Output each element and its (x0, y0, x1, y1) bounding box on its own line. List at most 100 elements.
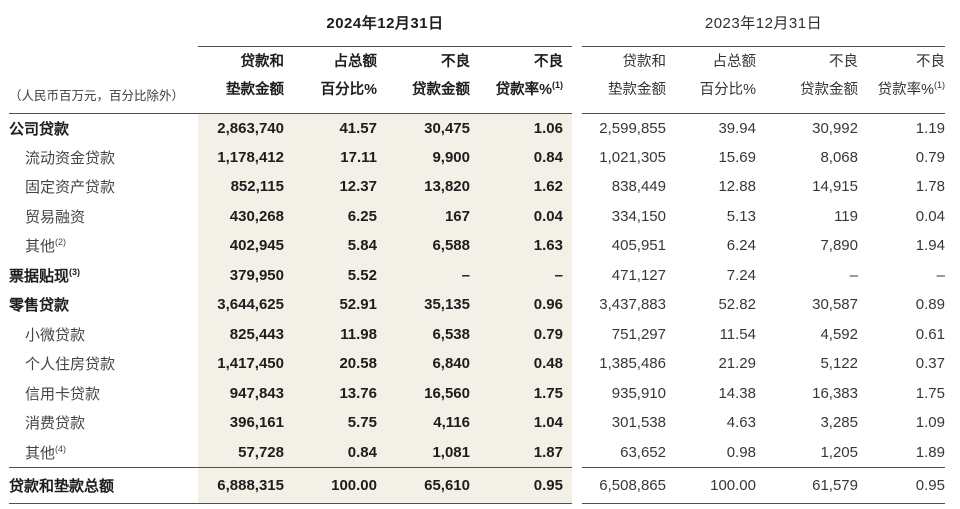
column-group-gap (572, 172, 582, 202)
column-group-gap (572, 467, 582, 503)
row-label: 其他(2) (25, 237, 67, 256)
column-header-line1: 贷款和 (622, 53, 667, 70)
cell-2023-pct-of-total: 4.63 (726, 414, 756, 432)
column-header-line1: 不良 (441, 53, 470, 70)
table-row: 公司贷款 2,863,740 41.57 30,475 1.06 2,599,855 39.… (9, 113, 945, 143)
table-total-row: 贷款和垫款总额 6,888,315 100.00 65,610 0.95 6,508,86… (9, 466, 945, 504)
cell-2024-loans-amount: 1,178,412 (198, 142, 284, 172)
cell-2023-npl-amount: 14,915 (812, 178, 858, 196)
column-group-gap (572, 320, 582, 350)
cell-2024-npl-amount: 6,588 (377, 231, 470, 261)
column-header-2023-npl-amount: 不良 贷款金额 (756, 46, 858, 114)
row-label: 消费贷款 (25, 415, 86, 433)
column-header-line2: 贷款金额 (412, 81, 470, 98)
cell-2024-pct-of-total: 41.57 (284, 113, 377, 143)
column-header-line2: 百分比% (320, 81, 377, 98)
column-group-gap (572, 290, 582, 320)
cell-2024-npl-ratio: 0.48 (470, 349, 572, 379)
cell-2023-npl-ratio: 1.89 (915, 443, 945, 461)
column-header-2023-npl-ratio: 不良 贷款率%(1) (858, 46, 945, 114)
cell-2023-npl-ratio: – (936, 266, 945, 284)
table-row: 贸易融资 430,268 6.25 167 0.04 334,150 5.13 119 0.04 (9, 201, 945, 232)
cell-2024-npl-amount: 13,820 (377, 172, 470, 202)
cell-2023-npl-ratio: 0.37 (915, 355, 945, 373)
cell-2023-npl-ratio: 1.94 (915, 237, 945, 255)
cell-2024-npl-ratio: 0.84 (470, 142, 572, 172)
table-row: 个人住房贷款 1,417,450 20.58 6,840 0.48 1,385,486 21… (9, 349, 945, 379)
cell-2023-npl-amount: 4,592 (820, 325, 858, 343)
cell-2023-npl-ratio: 1.75 (915, 384, 945, 402)
cell-2024-npl-amount: 35,135 (377, 290, 470, 320)
cell-2024-loans-amount: 396,161 (198, 408, 284, 438)
year-row-spacer (9, 0, 198, 46)
cell-2024-pct-of-total: 13.76 (284, 378, 377, 408)
column-header-line1: 贷款和 (240, 53, 285, 70)
cell-2023-npl-amount: 30,992 (812, 119, 858, 137)
column-group-gap (572, 143, 582, 173)
cell-2023-pct-of-total: 5.13 (726, 207, 756, 225)
column-header-line2: 百分比% (699, 81, 756, 98)
row-label: 零售贷款 (9, 297, 70, 315)
column-group-gap (572, 261, 582, 291)
column-group-gap (572, 231, 582, 261)
unit-note: （人民币百万元，百分比除外） (9, 46, 198, 114)
year-header-row: 2024年12月31日 2023年12月31日 (9, 0, 945, 47)
column-header-line2: 贷款率%(1) (877, 79, 945, 98)
cell-2023-loans-amount: 3,437,883 (599, 296, 666, 314)
column-group-gap (572, 202, 582, 232)
cell-2024-pct-of-total: 52.91 (284, 290, 377, 320)
cell-2024-pct-of-total: 100.00 (284, 466, 377, 504)
cell-2024-npl-ratio: 1.75 (470, 378, 572, 408)
column-group-gap (572, 408, 582, 438)
cell-2024-loans-amount: 379,950 (198, 260, 284, 290)
cell-2024-pct-of-total: 5.84 (284, 231, 377, 261)
cell-2024-pct-of-total: 20.58 (284, 349, 377, 379)
footnote-marker: (1) (934, 79, 945, 90)
loan-breakdown-table: 2024年12月31日 2023年12月31日 （人民币百万元，百分比除外） 贷… (9, 0, 945, 504)
cell-2024-npl-amount: 30,475 (377, 113, 470, 143)
cell-2023-npl-amount: 61,579 (756, 466, 858, 504)
cell-2023-pct-of-total: 52.82 (718, 296, 756, 314)
footnote-marker: (1) (552, 79, 563, 90)
cell-2023-loans-amount: 301,538 (611, 414, 666, 432)
cell-2024-npl-amount: – (377, 260, 470, 290)
cell-2023-pct-of-total: 21.29 (718, 355, 756, 373)
cell-2024-pct-of-total: 0.84 (284, 437, 377, 467)
year-header-2023: 2023年12月31日 (582, 0, 945, 47)
column-header-line1: 不良 (829, 53, 858, 70)
cell-2023-pct-of-total: 100.00 (666, 466, 756, 504)
cell-2024-pct-of-total: 6.25 (284, 201, 377, 231)
column-header-line2: 贷款率%(1) (495, 79, 563, 98)
cell-2023-npl-amount: 8,068 (820, 148, 858, 166)
cell-2023-npl-amount: 7,890 (820, 237, 858, 255)
table-row: 票据贴现(3) 379,950 5.52– –471,127 7.24– – (9, 260, 945, 291)
column-group-gap (572, 46, 582, 113)
cell-2023-loans-amount: 6,508,865 (582, 466, 666, 504)
cell-2024-pct-of-total: 5.52 (284, 260, 377, 290)
cell-2024-npl-amount: 9,900 (377, 142, 470, 172)
cell-2023-npl-ratio: 0.95 (858, 466, 945, 504)
column-group-gap (572, 0, 582, 46)
cell-2023-loans-amount: 838,449 (611, 178, 666, 196)
cell-2023-npl-amount: 1,205 (820, 443, 858, 461)
cell-2023-loans-amount: 1,385,486 (599, 355, 666, 373)
column-header-2023-loans-amount: 贷款和 垫款金额 (582, 46, 667, 114)
table-row: 其他(4) 57,728 0.84 1,081 1.87 63,652 0.98 1,205 1… (9, 437, 945, 468)
cell-2023-npl-ratio: 0.89 (915, 296, 945, 314)
column-group-gap (572, 438, 582, 468)
table-row: 零售贷款 3,644,625 52.91 35,135 0.96 3,437,883 52.… (9, 290, 945, 320)
column-header-2023-pct-of-total: 占总额 百分比% (666, 46, 756, 114)
cell-2024-npl-ratio: 0.95 (470, 466, 572, 504)
cell-2024-pct-of-total: 5.75 (284, 408, 377, 438)
row-label: 流动资金贷款 (25, 149, 116, 167)
row-label: 其他(4) (25, 443, 67, 462)
cell-2023-pct-of-total: 0.98 (726, 443, 756, 461)
cell-2024-npl-ratio: 1.87 (470, 437, 572, 467)
table-row: 其他(2) 402,945 5.84 6,588 1.63 405,951 6.24 7,89… (9, 231, 945, 261)
cell-2024-npl-ratio: 0.96 (470, 290, 572, 320)
cell-2023-npl-amount: 30,587 (812, 296, 858, 314)
cell-2024-loans-amount: 6,888,315 (198, 466, 284, 504)
table-row: 流动资金贷款 1,178,412 17.11 9,900 0.84 1,021,305 15… (9, 142, 945, 173)
cell-2023-loans-amount: 2,599,855 (599, 119, 666, 137)
column-header-2024-npl-amount: 不良贷款金额 (377, 46, 470, 114)
